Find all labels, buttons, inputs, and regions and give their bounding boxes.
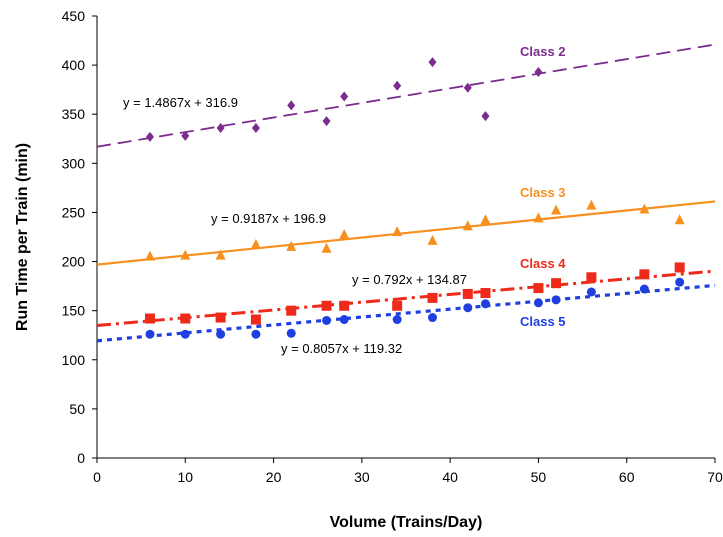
class-4-point bbox=[462, 288, 473, 299]
class-4-point bbox=[215, 312, 226, 323]
y-tick-label: 450 bbox=[62, 8, 86, 24]
x-tick-label: 40 bbox=[442, 469, 458, 485]
class-4-point bbox=[533, 283, 544, 294]
class-5-point bbox=[480, 299, 490, 309]
class-2-point bbox=[145, 131, 154, 142]
x-tick-label: 20 bbox=[266, 469, 282, 485]
y-tick-label: 350 bbox=[62, 106, 86, 122]
class-3-point bbox=[339, 229, 350, 240]
class-3-point bbox=[321, 242, 332, 253]
class-5-point bbox=[322, 315, 332, 325]
class-3-point bbox=[392, 226, 403, 237]
x-axis-title: Volume (Trains/Day) bbox=[330, 514, 483, 531]
class-4-point bbox=[551, 278, 562, 289]
class-5-point bbox=[427, 313, 437, 323]
class-5-point bbox=[216, 329, 226, 339]
series-labels: Class 2 y = 1.4867x + 316.9 Class 3 y = 0.9… bbox=[123, 44, 566, 356]
class-3-point bbox=[180, 249, 191, 260]
class-3-point bbox=[533, 212, 544, 223]
trendline-class-3 bbox=[96, 200, 716, 266]
y-tick-label: 0 bbox=[77, 450, 85, 466]
class-5-point bbox=[145, 329, 155, 339]
class-4-point bbox=[321, 300, 332, 311]
class-2-point bbox=[340, 91, 349, 102]
y-tick-label: 400 bbox=[62, 57, 86, 73]
class-4-point bbox=[392, 300, 403, 311]
class-5-point bbox=[675, 277, 685, 287]
class-2-point bbox=[393, 80, 402, 91]
axes bbox=[96, 16, 715, 459]
class-5-point bbox=[251, 329, 261, 339]
class-3-point bbox=[427, 234, 438, 245]
class-5-point bbox=[286, 328, 296, 338]
series-label-class-5: Class 5 bbox=[520, 314, 566, 329]
y-axis-title: Run Time per Train (min) bbox=[14, 143, 31, 331]
class-3-point bbox=[639, 203, 650, 214]
class-3-point bbox=[674, 214, 685, 225]
trendline-class-4 bbox=[96, 269, 716, 328]
class-2-point bbox=[534, 66, 543, 77]
class-2-point bbox=[181, 130, 190, 141]
class-2-point bbox=[322, 116, 331, 127]
class-3-point bbox=[144, 250, 155, 261]
class-5-point bbox=[463, 303, 473, 313]
class-4-point bbox=[674, 262, 685, 273]
class-4-point bbox=[286, 305, 297, 316]
class-3-point bbox=[551, 204, 562, 215]
class-3-point bbox=[586, 199, 597, 210]
x-tick-label: 70 bbox=[707, 469, 723, 485]
class-2-point bbox=[287, 100, 296, 111]
x-tick-label: 10 bbox=[177, 469, 193, 485]
series-label-class-4: Class 4 bbox=[520, 256, 566, 271]
x-ticks: 0 10 20 30 40 50 60 70 bbox=[93, 458, 723, 485]
trendlines bbox=[96, 43, 716, 343]
y-tick-label: 100 bbox=[62, 352, 86, 368]
class-3-point bbox=[480, 214, 491, 225]
class-4-point bbox=[250, 314, 261, 325]
class-3-point bbox=[286, 240, 297, 251]
class-4-point bbox=[480, 287, 491, 298]
x-tick-label: 30 bbox=[354, 469, 370, 485]
x-tick-label: 60 bbox=[619, 469, 635, 485]
y-tick-label: 250 bbox=[62, 204, 86, 220]
series-label-class-2: Class 2 bbox=[520, 44, 566, 59]
y-tick-label: 200 bbox=[62, 254, 86, 270]
class-4-point bbox=[639, 269, 650, 280]
equation-label-class-4: y = 0.792x + 134.87 bbox=[352, 272, 467, 287]
equation-label-class-5: y = 0.8057x + 119.32 bbox=[281, 341, 402, 356]
class-5-point bbox=[533, 298, 543, 308]
y-tick-label: 300 bbox=[62, 155, 86, 171]
trendline-class-5 bbox=[96, 283, 716, 343]
class-5-point bbox=[586, 287, 596, 297]
equation-label-class-2: y = 1.4867x + 316.9 bbox=[123, 95, 238, 110]
equation-label-class-3: y = 0.9187x + 196.9 bbox=[211, 211, 326, 226]
class-3-point bbox=[462, 220, 473, 231]
class-4-point bbox=[339, 300, 350, 311]
class-3-point bbox=[250, 238, 261, 249]
class-2-point bbox=[251, 122, 260, 133]
class-3-point bbox=[215, 249, 226, 260]
x-tick-label: 0 bbox=[93, 469, 101, 485]
class-4-point bbox=[144, 313, 155, 324]
class-5-point bbox=[392, 315, 402, 325]
y-tick-label: 150 bbox=[62, 303, 86, 319]
class-2-point bbox=[481, 111, 490, 122]
y-tick-label: 50 bbox=[69, 401, 85, 417]
class-2-point bbox=[216, 122, 225, 133]
class-4-point bbox=[586, 272, 597, 283]
data-points bbox=[144, 57, 685, 339]
x-tick-label: 50 bbox=[531, 469, 547, 485]
class-5-point bbox=[551, 295, 561, 305]
y-ticks: 0 50 100 150 200 250 300 350 400 450 bbox=[62, 8, 97, 466]
class-4-point bbox=[427, 292, 438, 303]
series-label-class-3: Class 3 bbox=[520, 185, 566, 200]
class-2-point bbox=[463, 82, 472, 93]
class-5-point bbox=[639, 284, 649, 294]
class-5-point bbox=[339, 315, 349, 325]
class-2-point bbox=[428, 57, 437, 68]
class-5-point bbox=[180, 329, 190, 339]
class-4-point bbox=[180, 313, 191, 324]
